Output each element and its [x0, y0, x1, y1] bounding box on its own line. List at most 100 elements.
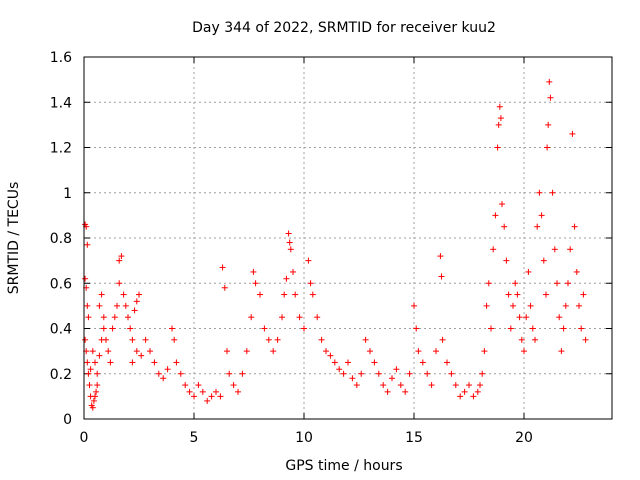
data-point: [461, 388, 468, 395]
plot-frame: [83, 56, 613, 420]
data-point: [182, 382, 189, 389]
data-point: [191, 393, 197, 400]
data-point: [94, 370, 101, 377]
data-point: [94, 382, 101, 389]
data-point: [389, 375, 395, 382]
data-point: [545, 121, 552, 128]
grid-lines: [84, 57, 612, 419]
data-point: [114, 302, 120, 309]
data-point: [582, 336, 589, 343]
data-point: [292, 291, 299, 298]
data-point: [103, 336, 109, 343]
data-point: [438, 273, 445, 280]
y-tick-label: 0.6: [50, 276, 72, 292]
y-tick-label: 1.4: [50, 95, 72, 111]
data-point: [345, 359, 351, 366]
data-point: [477, 382, 483, 389]
data-point: [505, 291, 512, 298]
data-point: [86, 382, 93, 389]
data-point: [501, 223, 508, 230]
data-point: [199, 388, 206, 395]
data-point: [402, 388, 409, 395]
data-point: [503, 257, 510, 264]
data-point: [375, 370, 382, 377]
data-point: [479, 370, 486, 377]
data-point: [116, 257, 123, 264]
data-point: [481, 348, 488, 355]
data-point: [437, 253, 444, 260]
data-point: [452, 382, 459, 389]
data-point: [492, 212, 499, 219]
data-point: [84, 359, 91, 366]
data-point: [243, 348, 250, 355]
data-point: [89, 348, 96, 355]
data-point: [283, 275, 290, 282]
data-point: [521, 348, 527, 355]
data-point: [147, 348, 153, 355]
data-point: [122, 302, 129, 309]
data-point: [265, 336, 272, 343]
data-point: [494, 144, 501, 151]
data-point: [160, 375, 167, 382]
x-tick-label: 0: [80, 430, 89, 446]
data-point: [562, 302, 569, 309]
data-point: [129, 359, 136, 366]
data-point: [100, 325, 107, 332]
data-point: [252, 280, 259, 287]
data-point: [523, 314, 530, 321]
data-point: [105, 348, 112, 355]
data-point: [235, 388, 241, 395]
data-point: [90, 397, 97, 404]
data-point: [133, 298, 140, 305]
x-tick-label: 5: [190, 430, 199, 446]
data-point: [336, 366, 343, 373]
data-point: [98, 291, 105, 298]
y-axis-title: SRMTID / TECUs: [6, 182, 22, 295]
data-point: [424, 370, 431, 377]
data-point: [510, 302, 516, 309]
y-tick-label: 1: [63, 186, 72, 202]
y-tick-label: 0.4: [50, 322, 72, 338]
data-point: [286, 239, 293, 246]
data-point: [257, 291, 263, 298]
data-point: [93, 388, 100, 395]
data-point: [116, 280, 123, 287]
data-point: [362, 336, 369, 343]
data-point: [448, 370, 455, 377]
data-point: [171, 336, 178, 343]
data-point: [309, 291, 316, 298]
data-point: [221, 284, 228, 291]
data-point: [133, 348, 140, 355]
data-point: [213, 388, 219, 395]
data-point: [573, 268, 580, 275]
data-point: [307, 280, 314, 287]
chart-title: Day 344 of 2022, SRMTID for receiver kuu…: [192, 20, 496, 36]
data-point: [518, 336, 525, 343]
data-point: [96, 302, 103, 309]
data-point: [186, 388, 193, 395]
data-point: [380, 382, 387, 389]
y-tick-label: 0.2: [50, 367, 72, 383]
data-point: [224, 348, 230, 355]
data-point: [164, 366, 171, 373]
data-point: [367, 348, 373, 355]
data-point: [340, 370, 347, 377]
data-point: [111, 314, 118, 321]
data-point: [490, 246, 497, 253]
data-point: [125, 314, 131, 321]
data-point: [305, 257, 312, 264]
data-point: [549, 189, 556, 196]
data-point: [474, 388, 481, 395]
data-point: [560, 325, 567, 332]
data-point: [415, 348, 422, 355]
data-point: [89, 404, 96, 411]
data-point: [100, 314, 107, 321]
data-point: [419, 359, 426, 366]
data-point: [529, 325, 536, 332]
data-point: [120, 291, 127, 298]
data-point: [393, 366, 400, 373]
data-point: [296, 314, 303, 321]
data-point: [287, 246, 294, 253]
data-point: [457, 393, 464, 400]
data-point: [331, 359, 338, 366]
